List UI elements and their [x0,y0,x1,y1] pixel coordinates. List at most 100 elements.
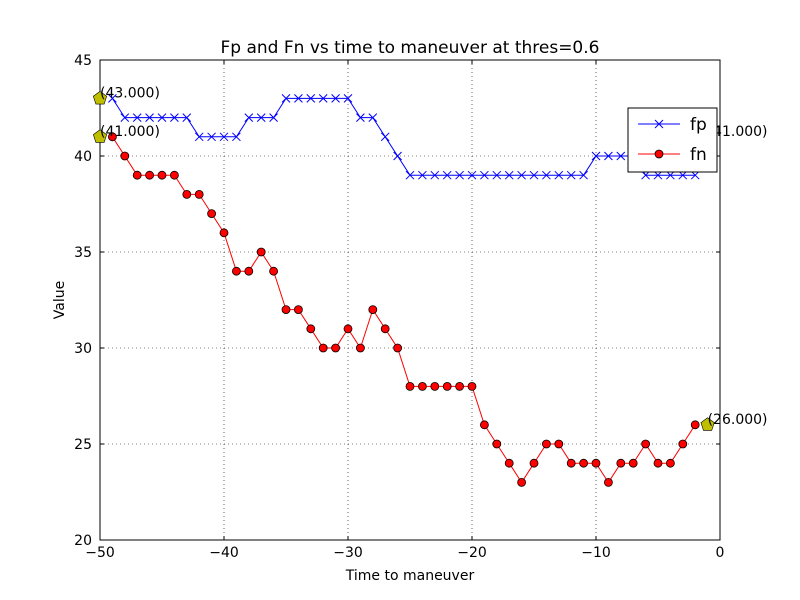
data-point-fp [145,113,154,122]
data-point-fn [318,343,328,353]
data-point-fp [480,170,489,180]
data-point-fn [492,439,502,449]
data-point-fn [182,189,192,199]
data-point-fp [244,113,254,122]
data-point-fp [194,132,204,142]
data-point-fn [666,458,675,468]
data-point-fn [455,381,465,391]
data-point-fn [355,343,365,353]
data-point-fn [120,151,130,161]
data-point-fn [591,458,601,468]
data-point-fn [616,458,626,468]
legend-label-fp: fp [690,115,707,135]
data-point-fp [529,170,539,180]
data-point-fn [641,439,650,449]
data-point-fn [479,420,489,430]
data-point-fn [169,170,179,180]
y-tick-label: 40 [74,149,92,165]
data-point-fn [194,189,204,199]
data-point-fp [641,170,650,180]
data-point-fn [380,324,390,334]
data-point-fp [504,170,514,180]
data-point-fn [678,439,688,449]
data-point-fp [579,170,588,180]
data-point-fp [343,94,353,103]
x-tick-label: −10 [581,545,611,561]
data-point-fn [343,324,353,334]
data-point-fn [132,170,142,180]
y-tick-label: 45 [74,53,92,69]
annotation-label: (26.000) [708,412,768,428]
data-point-fn [467,381,477,391]
data-point-fp [492,170,502,180]
data-point-fp [430,170,440,180]
legend-label-fn: fn [690,145,707,165]
data-point-fn [293,305,303,315]
legend-marker-fn [654,149,664,159]
x-tick-label: −20 [457,545,487,561]
series-fp [108,94,700,180]
y-tick-label: 20 [74,533,92,549]
data-point-fp [678,170,688,180]
legend-box [627,107,718,173]
annotation-label: (41.000) [708,124,768,140]
data-point-fp [269,113,278,122]
data-point-fp [455,170,464,180]
data-point-fn [504,458,514,468]
data-point-fp [418,170,427,180]
data-point-fp [132,113,142,122]
data-point-fn [157,170,167,180]
data-point-fn [517,477,526,487]
legend-entry-fn: fn [638,145,707,165]
data-point-fp [604,151,613,161]
data-point-fp [405,170,415,180]
annotation-marker [700,417,715,431]
data-point-fn [231,266,241,276]
data-point-fp [554,170,564,180]
y-tick-label: 30 [74,341,92,357]
data-point-fn [108,132,117,142]
series-line-fp [111,97,696,176]
data-point-fn [690,420,700,430]
data-point-fp [318,94,328,103]
data-point-fn [207,209,217,219]
x-tick-label: −50 [85,545,115,561]
data-point-fn [244,266,254,276]
data-point-fp [368,113,378,122]
data-point-fp [380,132,390,142]
y-tick-label: 25 [74,437,92,453]
annotation-marker [92,91,108,105]
data-point-fn [430,381,440,391]
data-point-fp [467,170,477,180]
data-point-fn [554,439,564,449]
data-point-fn [405,381,415,391]
y-tick-label: 35 [74,245,92,261]
legend: fp fn [627,107,718,173]
x-tick-label: 0 [716,545,725,561]
data-point-fp [356,113,365,122]
data-point-fn [542,439,551,449]
data-point-fn [604,477,613,487]
data-point-fp [170,113,179,122]
data-point-fn [628,458,638,468]
data-point-fp [256,113,266,122]
x-tick-label: −40 [209,545,239,561]
data-point-fp [393,151,402,161]
annotation-label: (41.000) [100,124,160,140]
data-point-fp [182,113,192,122]
data-point-fn [653,458,663,468]
x-tick-label: −30 [333,545,363,561]
data-point-fn [331,343,341,353]
data-point-fn [393,343,403,353]
data-point-fp [207,132,216,142]
data-point-fp [157,113,167,122]
data-point-fp [591,151,601,161]
data-point-fp [542,170,551,180]
data-point-fp [331,94,340,103]
data-point-fn [579,458,588,468]
data-point-fp [120,113,130,122]
x-axis-label: Time to maneuver [345,568,475,584]
data-point-fn [145,170,155,180]
